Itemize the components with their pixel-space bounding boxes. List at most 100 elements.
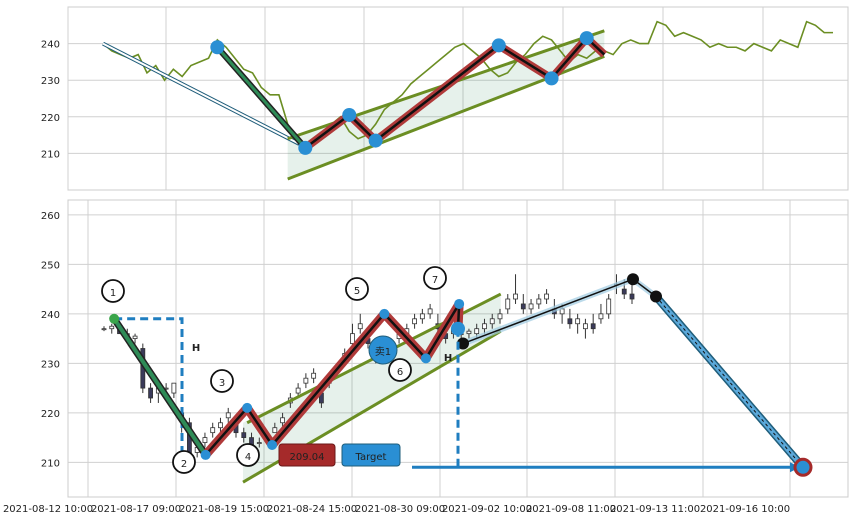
top-pattern-point-4 [368, 133, 383, 148]
bottom-target-leg-dash [655, 296, 804, 468]
bottom-height-label-left: H [192, 343, 200, 354]
bottom-point-badge-1 [101, 279, 125, 303]
bottom-point-label-5: 5 [354, 286, 360, 297]
candle-body-40 [412, 318, 417, 325]
bottom-point-badge-3 [210, 369, 234, 393]
candle-body-67 [621, 288, 627, 295]
bottom-pattern-point-3 [242, 402, 253, 413]
bottom-point-badge-2 [172, 450, 196, 474]
top-panel-frame [67, 6, 849, 191]
candle-body-22 [272, 427, 278, 434]
top-pattern-point-6 [544, 71, 559, 86]
bottom-target-badge [341, 443, 401, 467]
candle-body-25 [295, 387, 301, 394]
bottom-point-label-4: 4 [245, 452, 251, 463]
candle-body-6 [148, 387, 153, 399]
candle-body-13 [202, 437, 208, 443]
top-pattern-point-2 [298, 140, 313, 155]
top-pattern-point-3 [342, 107, 357, 122]
top-channel-fill [287, 30, 605, 180]
candle-body-41 [419, 313, 425, 320]
candle-body-65 [606, 298, 612, 315]
candle-body-0 [101, 328, 107, 331]
bottom-leg-down [112, 317, 208, 457]
top-grid [67, 7, 848, 190]
candle-body-4 [132, 335, 138, 339]
bottom-pattern-point-4 [267, 440, 278, 451]
candle-body-61 [575, 318, 581, 325]
candle-body-33 [357, 323, 363, 330]
bottom-point-badge-4 [236, 443, 260, 467]
top-plot [102, 20, 833, 181]
candle-body-32 [350, 333, 355, 344]
top-y-tick-label-1: 220 [41, 113, 60, 124]
candle-body-68 [629, 293, 635, 300]
bottom-height-label-right: H [444, 353, 452, 364]
top-panel: 210 220 230 240 [41, 6, 849, 191]
bottom-pattern-point-1 [109, 313, 120, 324]
bottom-point-badge-7 [423, 266, 447, 290]
candle-body-9 [171, 382, 177, 394]
bottom-y-tick-label-5: 260 [41, 211, 60, 222]
bottom-projection-node-1 [457, 337, 469, 350]
bottom-target-point [793, 457, 813, 477]
bottom-projection-node-3 [650, 290, 662, 303]
candle-body-57 [544, 293, 549, 300]
bottom-point-label-3: 3 [219, 378, 225, 389]
candle-body-51 [497, 313, 503, 320]
candle-body-52 [505, 298, 511, 310]
top-y-axis: 210 220 230 240 [41, 40, 60, 161]
bottom-y-axis: 210 220 230 240 250 260 [41, 211, 60, 470]
bottom-x-tick-label-2: 2021-08-19 15:00 [179, 504, 269, 515]
bottom-point-label-6: 6 [397, 367, 403, 378]
candle-body-1 [109, 325, 115, 330]
bottom-pattern-point-5 [379, 308, 390, 319]
top-arrow-shaft-inner [102, 42, 300, 145]
candle-body-47 [466, 330, 472, 335]
top-pattern-point-1 [210, 40, 225, 55]
bottom-pattern-point-6 [420, 353, 431, 364]
candle-body-14 [210, 427, 216, 434]
candle-body-23 [280, 417, 285, 424]
top-leg-down [216, 46, 307, 149]
bottom-panel: 210 220 230 240 250 260 2021-08-12 10:002021-… [3, 199, 849, 515]
bottom-point-badge-6 [388, 358, 412, 382]
bottom-pattern-point-2 [200, 449, 211, 460]
bottom-x-tick-label-5: 2021-09-02 10:00 [442, 504, 532, 515]
top-y-tick-label-3: 240 [41, 40, 60, 51]
bottom-point-label-2: 2 [181, 459, 187, 470]
bottom-x-tick-label-8: 2021-09-16 10:00 [700, 504, 790, 515]
bottom-price-label: 209.04 [290, 452, 325, 463]
candle-body-62 [583, 323, 588, 330]
candle-body-48 [474, 328, 480, 335]
bottom-y-tick-label-3: 240 [41, 310, 60, 321]
bottom-x-tick-label-4: 2021-08-30 09:00 [355, 504, 445, 515]
bottom-price-badge [278, 443, 336, 467]
bottom-target-label: Target [355, 452, 387, 463]
candle-body-54 [520, 303, 526, 310]
bottom-y-tick-label-0: 210 [41, 458, 60, 469]
bottom-point-label-1: 1 [110, 288, 116, 299]
candle-body-56 [536, 298, 542, 305]
candle-body-42 [427, 308, 433, 315]
bottom-y-tick-label-1: 220 [41, 409, 60, 420]
bottom-x-tick-label-3: 2021-08-24 15:00 [267, 504, 357, 515]
bottom-y-tick-label-4: 250 [41, 260, 60, 271]
candle-body-27 [311, 372, 317, 379]
bottom-plot: H H 1 2 3 4 5 6 7 卖1 209.04 Target [101, 266, 813, 484]
bottom-point-label-7: 7 [432, 275, 438, 286]
bottom-x-tick-label-1: 2021-08-17 09:00 [91, 504, 181, 515]
bottom-y-tick-label-2: 230 [41, 359, 60, 370]
candle-body-50 [489, 318, 495, 325]
top-pattern-point-5 [491, 38, 506, 53]
candle-body-18 [241, 432, 247, 438]
top-y-tick-label-2: 230 [41, 76, 60, 87]
candle-body-53 [513, 293, 518, 300]
candle-body-49 [482, 323, 487, 330]
top-y-tick-label-0: 210 [41, 149, 60, 160]
bottom-pattern-point-7 [454, 298, 465, 309]
top-price-line [102, 20, 833, 148]
candle-body-20 [256, 442, 262, 444]
